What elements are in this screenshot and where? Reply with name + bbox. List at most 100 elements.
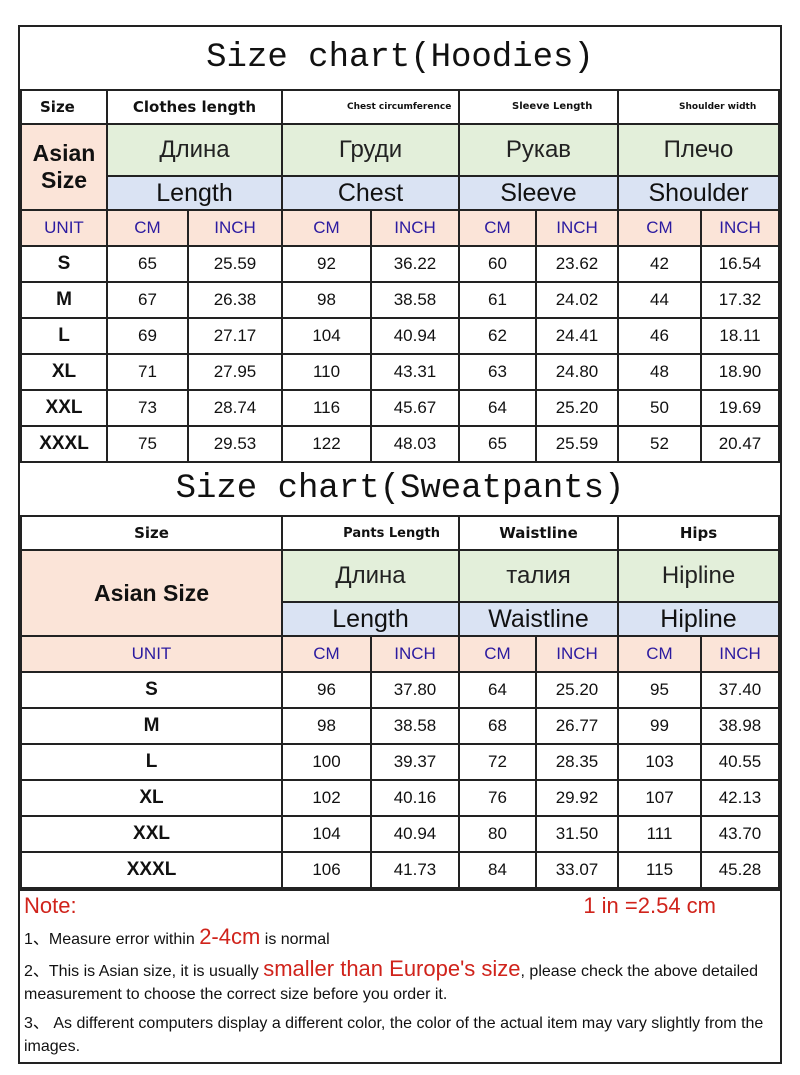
value-cell: 42.13 [700,779,780,817]
table-row: XXL 73 28.74 116 45.67 64 25.20 50 19.69 [20,389,780,427]
unit-label: UNIT [20,209,108,247]
value-cell: 72 [458,743,537,781]
pants-table: Size chart(Sweatpants) Size Pants Length… [20,463,780,889]
header-sleeve: Sleeve Length [458,89,619,125]
value-cell: 38.58 [370,707,460,745]
value-cell: 25.59 [535,425,619,463]
table-row: XXL 104 40.94 80 31.50 111 43.70 [20,815,780,853]
unit-cm: CM [617,209,702,247]
value-cell: 28.74 [187,389,283,427]
note-2: 2、This is Asian size, it is usually smal… [24,957,776,1006]
size-cell: L [20,743,283,781]
value-cell: 122 [281,425,372,463]
ru-sleeve: Рукав [458,123,619,177]
en-chest: Chest [281,175,460,211]
unit-cm: CM [281,635,372,673]
value-cell: 84 [458,851,537,889]
value-cell: 111 [617,815,702,853]
value-cell: 45.67 [370,389,460,427]
size-cell: XL [20,353,108,391]
value-cell: 92 [281,245,372,283]
value-cell: 44 [617,281,702,319]
note-1-highlight: 2-4cm [199,924,261,949]
ru-hipline: Hipline [617,549,780,603]
size-cell: S [20,245,108,283]
value-cell: 96 [281,671,372,709]
note-1-text: 1、Measure error within [24,931,200,948]
unit-cm: CM [458,635,537,673]
value-cell: 18.11 [700,317,780,355]
note-2-text: 2、This is Asian size, it is usually [24,963,264,980]
note-1: 1、Measure error within 2-4cm is normal [24,925,776,951]
value-cell: 104 [281,815,372,853]
conversion-note: 1 in =2.54 cm [583,893,716,918]
size-cell: L [20,317,108,355]
value-cell: 71 [106,353,189,391]
value-cell: 48 [617,353,702,391]
value-cell: 42 [617,245,702,283]
value-cell: 39.37 [370,743,460,781]
size-cell: S [20,671,283,709]
value-cell: 103 [617,743,702,781]
size-cell: XXL [20,389,108,427]
en-shoulder: Shoulder [617,175,780,211]
value-cell: 110 [281,353,372,391]
value-cell: 65 [458,425,537,463]
table-row: M 98 38.58 68 26.77 99 38.98 [20,707,780,745]
asian-size-label: Asian Size [20,123,108,211]
unit-cm: CM [106,209,189,247]
value-cell: 73 [106,389,189,427]
unit-inch: INCH [370,209,460,247]
value-cell: 40.94 [370,815,460,853]
pants-title: Size chart(Sweatpants) [21,463,779,517]
unit-row: UNIT CM INCH CM INCH CM INCH CM INCH [20,209,780,247]
table-row: S 65 25.59 92 36.22 60 23.62 42 16.54 [20,245,780,283]
value-cell: 107 [617,779,702,817]
value-cell: 60 [458,245,537,283]
value-cell: 16.54 [700,245,780,283]
value-cell: 24.41 [535,317,619,355]
unit-inch: INCH [370,635,460,673]
value-cell: 95 [617,671,702,709]
table-row: L 100 39.37 72 28.35 103 40.55 [20,743,780,781]
note-2-text-end: , please check the above detailed measur… [24,963,759,1003]
en-length: Length [281,601,460,637]
value-cell: 33.07 [535,851,619,889]
note-1-text-end: is normal [260,931,330,948]
value-cell: 76 [458,779,537,817]
note-2-highlight: smaller than Europe's size [263,956,521,981]
size-cell: XXL [20,815,283,853]
value-cell: 63 [458,353,537,391]
ru-waist: талия [458,549,619,603]
value-cell: 67 [106,281,189,319]
table-row: M 67 26.38 98 38.58 61 24.02 44 17.32 [20,281,780,319]
notes: Note: 1 in =2.54 cm 1、Measure error with… [20,889,780,1062]
unit-inch: INCH [700,635,780,673]
header-chest: Chest circumference [281,89,460,125]
value-cell: 61 [458,281,537,319]
ru-shoulder: Плечо [617,123,780,177]
table-row: S 96 37.80 64 25.20 95 37.40 [20,671,780,709]
ru-length: Длина [106,123,283,177]
value-cell: 37.40 [700,671,780,709]
header-shoulder: Shoulder width [617,89,780,125]
value-cell: 24.02 [535,281,619,319]
value-cell: 106 [281,851,372,889]
value-cell: 31.50 [535,815,619,853]
hoodies-title: Size chart(Hoodies) [21,27,779,91]
en-waistline: Waistline [458,601,619,637]
value-cell: 75 [106,425,189,463]
en-sleeve: Sleeve [458,175,619,211]
value-cell: 26.38 [187,281,283,319]
unit-cm: CM [617,635,702,673]
value-cell: 50 [617,389,702,427]
note-label: Note: [24,893,77,918]
value-cell: 43.70 [700,815,780,853]
value-cell: 43.31 [370,353,460,391]
header-clothes-length: Clothes length [106,89,283,125]
value-cell: 40.55 [700,743,780,781]
ru-length: Длина [281,549,460,603]
value-cell: 17.32 [700,281,780,319]
value-cell: 102 [281,779,372,817]
unit-inch: INCH [535,635,619,673]
